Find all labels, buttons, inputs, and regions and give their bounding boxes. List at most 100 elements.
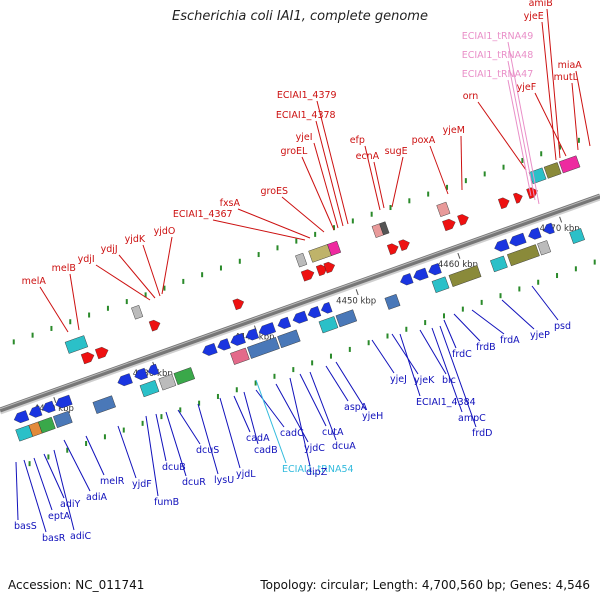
track-marker [499, 293, 502, 299]
reverse-leader-line [53, 449, 75, 531]
gene-feature [431, 276, 450, 293]
backbone-line [0, 193, 600, 413]
gene-arrow [147, 363, 160, 376]
reverse-gene-label: dcuB [162, 462, 186, 473]
feature-layer [13, 155, 586, 442]
reverse-gene-label: adiY [60, 499, 80, 510]
reverse-gene-label: ECIAI1_4384 [416, 397, 476, 408]
track-marker [12, 339, 15, 345]
gene-arrow [217, 338, 231, 351]
forward-gene-label: ECIAI1_4378 [276, 110, 336, 121]
backbone-highlight [0, 194, 600, 410]
gene-arrow [543, 222, 555, 235]
reverse-gene-label: yjdC [304, 443, 325, 454]
reverse-leader-line [391, 333, 419, 375]
track-marker [254, 380, 257, 386]
gene-arrow [494, 238, 510, 252]
track-marker [502, 164, 505, 170]
track-marker [427, 191, 430, 197]
forward-gene-label: sugE [385, 146, 408, 157]
gene-arrow [117, 373, 133, 387]
gene-arrow [398, 239, 410, 251]
forward-leader-line [313, 142, 339, 229]
reverse-leader-line [431, 327, 463, 413]
track-marker [464, 178, 467, 184]
ruler-tick-label: 4470 kbp [540, 224, 580, 234]
gene-feature [318, 316, 339, 334]
forward-leader-line [507, 79, 532, 197]
reverse-leader-line [309, 371, 337, 441]
gene-arrow [55, 394, 73, 409]
ruler-tick [53, 397, 57, 403]
forward-leader-line [373, 161, 385, 209]
track-marker [50, 325, 53, 331]
reverse-gene-label: basS [14, 521, 37, 532]
forward-gene-label: ECIAI1_tRNA49 [462, 31, 534, 42]
accession-label: Accession: NC_011741 [8, 578, 145, 592]
reverse-leader-line [471, 309, 505, 335]
reverse-gene-label: cadC [280, 428, 304, 439]
track-marker [235, 387, 238, 393]
forward-leader-line [429, 145, 449, 195]
gene-arrow [292, 310, 308, 324]
track-marker [370, 211, 373, 217]
reverse-gene-label: yjeK [414, 375, 435, 386]
reverse-leader-line [255, 379, 287, 464]
reverse-gene-label: yjdL [236, 469, 256, 480]
reverse-gene-label: dcuR [182, 477, 206, 488]
reverse-gene-label: frdB [476, 342, 496, 353]
track-marker [216, 393, 219, 399]
reverse-leader-line [117, 425, 137, 479]
forward-gene-label: melB [52, 263, 76, 274]
reverse-leader-line [43, 453, 65, 499]
track-marker [28, 461, 31, 467]
forward-gene-label: mutL [554, 72, 579, 83]
gene-feature [139, 379, 160, 398]
forward-gene-label: melA [22, 276, 47, 287]
ruler-tick-label: 4460 kbp [438, 260, 478, 270]
forward-gene-label: yjeE [524, 11, 544, 22]
gene-feature [247, 336, 280, 359]
reverse-leader-line [399, 333, 421, 397]
gene-arrow [498, 197, 510, 210]
reverse-leader-line [299, 373, 327, 427]
reverse-gene-label: dipZ [306, 467, 328, 478]
track-marker [408, 198, 411, 204]
gene-feature [92, 395, 116, 414]
reverse-leader-line [85, 435, 105, 476]
forward-gene-label: amiB [529, 0, 553, 9]
ruler-tick [559, 216, 563, 223]
reverse-gene-label: blc [442, 375, 456, 386]
gene-feature [173, 367, 196, 386]
forward-leader-line [507, 41, 540, 205]
gene-arrow [230, 332, 246, 346]
gene-arrow [245, 328, 259, 341]
forward-leader-line [575, 70, 591, 147]
ruler-tick-label: 4450 kbp [336, 296, 376, 306]
track-marker [559, 144, 562, 150]
track-marker [257, 252, 260, 258]
forward-gene-label: poxA [412, 135, 436, 146]
forward-gene-label: yjeI [296, 132, 313, 143]
forward-leader-line [534, 92, 567, 157]
track-marker [480, 299, 483, 305]
gene-arrow [202, 343, 218, 356]
forward-leader-line [364, 145, 381, 211]
track-marker [273, 373, 276, 379]
track-marker [483, 171, 486, 177]
track-marker [85, 440, 88, 446]
gene-feature [131, 305, 144, 320]
gene-arrow [387, 243, 399, 255]
reverse-leader-line [155, 413, 167, 462]
track-marker [574, 266, 577, 272]
gene-arrow [400, 273, 414, 286]
forward-leader-line [212, 219, 306, 241]
reverse-gene-label: aspA [344, 402, 368, 413]
gene-feature [569, 228, 586, 244]
reverse-gene-label: psd [554, 321, 571, 332]
gene-arrow [413, 267, 429, 281]
gene-feature [543, 162, 562, 179]
reverse-gene-label: frdA [500, 335, 520, 346]
gene-arrow [315, 264, 328, 277]
